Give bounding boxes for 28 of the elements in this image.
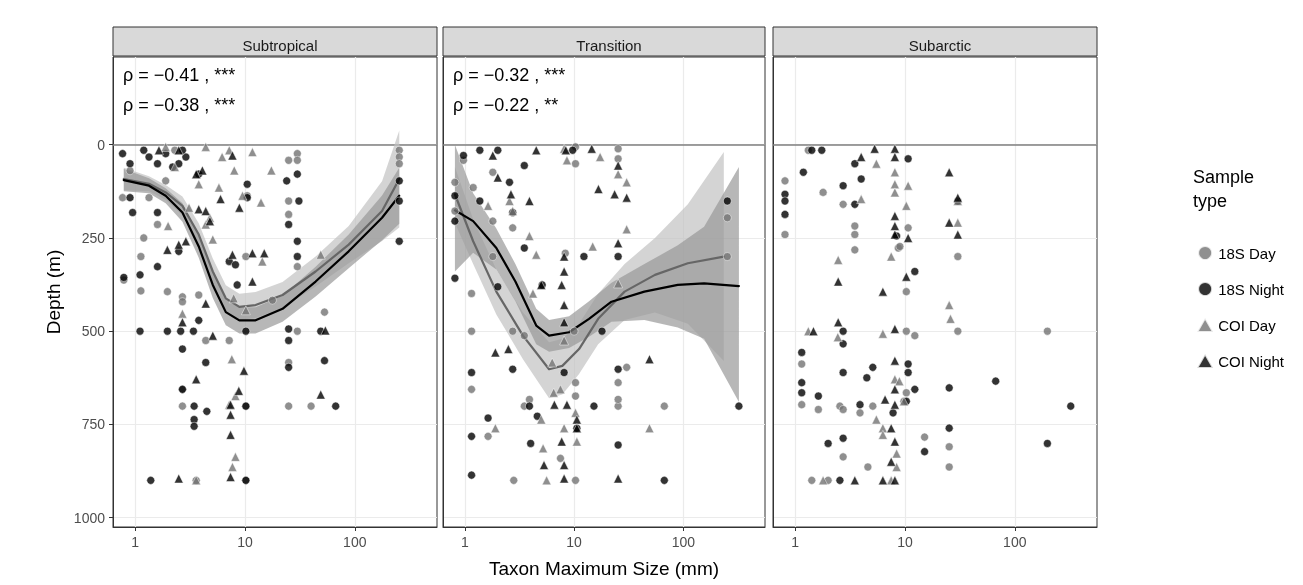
y-tick-label: 1000 [73, 509, 106, 526]
annotation: ρ = −0.38 , *** [123, 95, 236, 115]
x-tick-label: 100 [343, 534, 367, 550]
chart-title: Subarctic [908, 37, 972, 54]
x-tick-label: 10 [237, 534, 253, 550]
x-tick-label: 100 [671, 534, 696, 550]
legend-label: COI Night [1218, 352, 1285, 370]
annotation: ρ = −0.32 , *** [453, 65, 566, 85]
y-tick-label: 250 [81, 229, 106, 246]
x-tick-label: 10 [897, 534, 913, 550]
y-tick-label: 0 [97, 136, 106, 153]
chart-title: Subtropical [242, 37, 318, 54]
legend-label: 18S Night [1218, 280, 1285, 298]
x-tick-label: 100 [1003, 534, 1027, 550]
x-tick-label: 1 [791, 534, 800, 550]
y-tick-label: 500 [81, 323, 106, 340]
annotation: ρ = −0.22 , ** [453, 95, 559, 115]
annotation: ρ = −0.41 , *** [123, 65, 236, 85]
legend-title: Sample type [1193, 167, 1260, 211]
legend-label: COI Day [1218, 316, 1277, 334]
x-tick-label: 10 [566, 534, 583, 550]
legend-label: 18S Day [1218, 244, 1277, 262]
x-tick-label: 1 [131, 534, 140, 550]
y-axis-title: Depth (m) [42, 249, 64, 335]
x-axis-title: Taxon Maximum Size (mm) [488, 558, 720, 579]
x-tick-label: 1 [461, 534, 470, 550]
chart-title: Transition [576, 37, 642, 54]
y-tick-label: 750 [81, 416, 106, 433]
